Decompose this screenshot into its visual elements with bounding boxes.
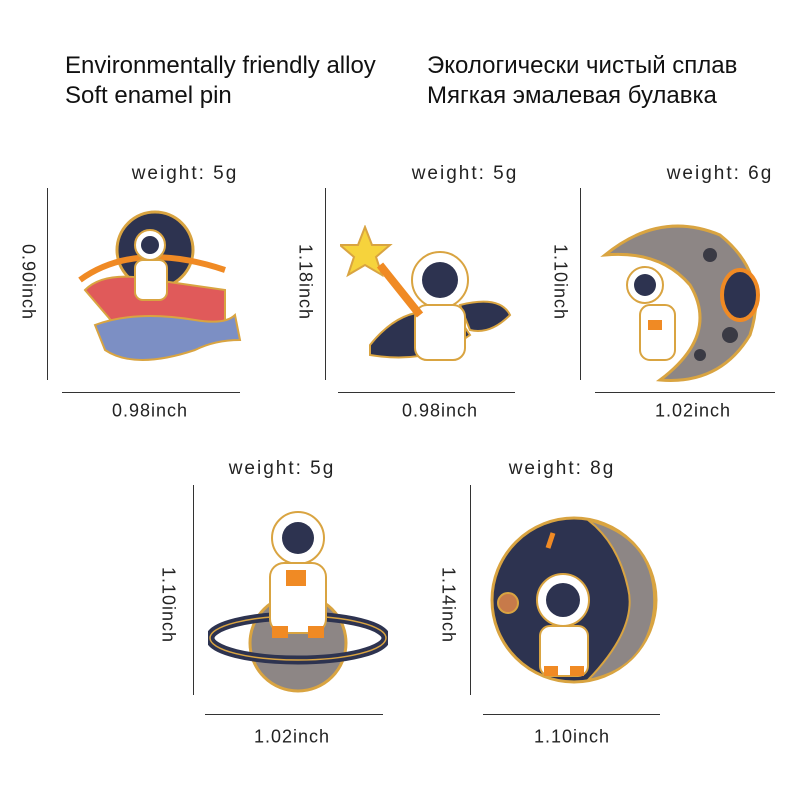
height-dimension-line [325,188,326,380]
pin-height: 1.18inch [295,243,316,321]
astronaut-planet-pin-image [208,511,388,693]
pin-width: 0.98inch [111,400,189,421]
pin-weight: weight: 5g [131,163,239,184]
header-ru-line1: Экологически чистый сплав [427,52,738,79]
width-dimension-line [483,714,660,715]
header-ru-line2: Мягкая эмалевая булавка [427,82,717,109]
pin-width: 0.98inch [401,400,479,421]
width-dimension-line [595,392,775,393]
height-dimension-line [193,485,194,695]
pin-height: 1.10inch [158,566,179,644]
astronaut-moon-pin-image [600,224,760,382]
pin-height: 1.14inch [438,566,459,644]
pin-weight: weight: 8g [508,458,616,479]
pin-width: 1.10inch [533,726,611,747]
header-en-line2: Soft enamel pin [65,82,232,109]
height-dimension-line [470,485,471,695]
height-dimension-line [580,188,581,380]
pin-weight: weight: 5g [228,458,336,479]
width-dimension-line [62,392,240,393]
pin-height: 0.90inch [18,243,39,321]
astronaut-star-pin-image [340,225,512,361]
width-dimension-line [338,392,515,393]
pin-width: 1.02inch [654,400,732,421]
pin-height: 1.10inch [550,243,571,321]
height-dimension-line [47,188,48,380]
astronaut-whale-pin-image [78,210,242,361]
pin-weight: weight: 6g [666,163,774,184]
pin-weight: weight: 5g [411,163,519,184]
width-dimension-line [205,714,383,715]
header-en-line1: Environmentally friendly alloy [65,52,376,79]
astronaut-moon-circle-pin-image [490,516,658,684]
pin-width: 1.02inch [253,726,331,747]
